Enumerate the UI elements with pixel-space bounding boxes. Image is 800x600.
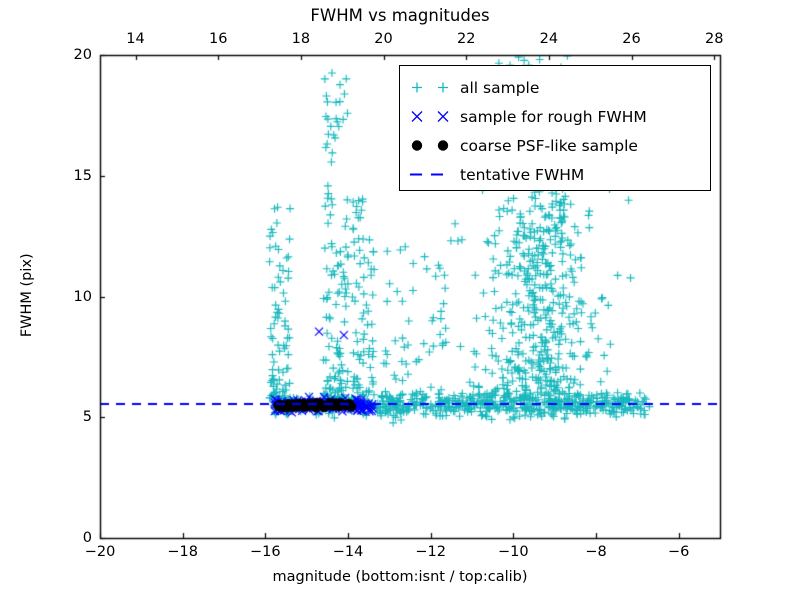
chart-legend[interactable]: all sample sample for rough FWHM coarse PS…: [399, 65, 711, 191]
legend-item[interactable]: tentative FWHM: [400, 159, 710, 190]
plus-icon: [400, 72, 460, 103]
legend-item-label: coarse PSF-like sample: [460, 136, 638, 155]
legend-item[interactable]: coarse PSF-like sample: [400, 130, 710, 161]
legend-item-label: all sample: [460, 78, 540, 97]
cross-icon: [400, 101, 460, 132]
legend-item-label: tentative FWHM: [460, 165, 585, 184]
circle-icon: [400, 130, 460, 161]
legend-item[interactable]: sample for rough FWHM: [400, 101, 710, 132]
legend-item-label: sample for rough FWHM: [460, 107, 647, 126]
legend-item[interactable]: all sample: [400, 72, 710, 103]
dashed-line-icon: [400, 159, 460, 190]
